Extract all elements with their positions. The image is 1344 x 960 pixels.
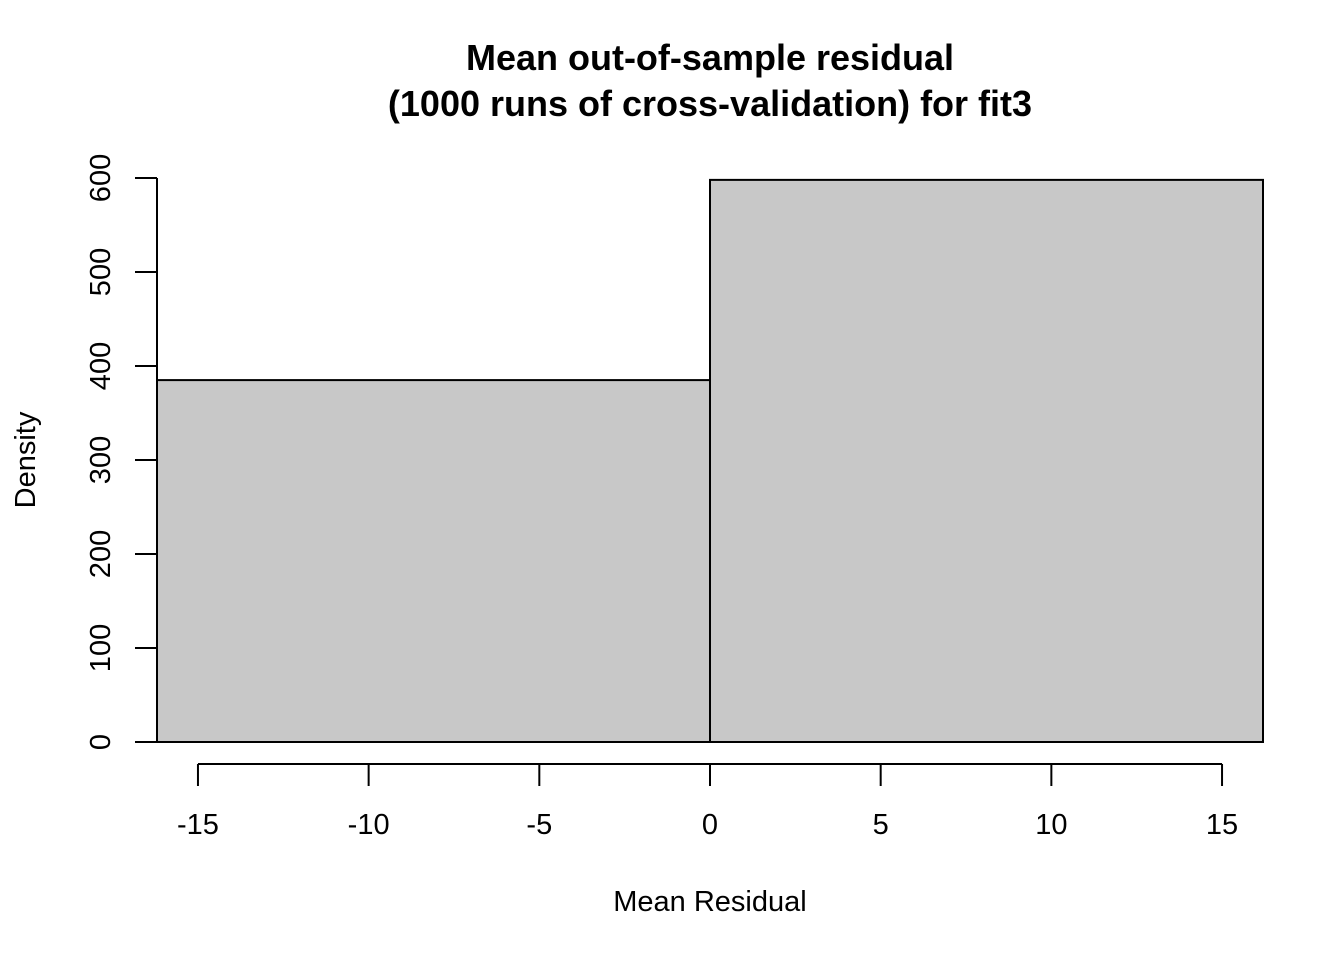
chart-title-line2: (1000 runs of cross-validation) for fit3 [388,83,1032,124]
y-tick-label: 100 [85,624,117,672]
x-axis-label: Mean Residual [613,886,806,918]
histogram-bar-0 [156,379,711,743]
x-tick-label: -10 [348,809,390,841]
histogram-bars [156,178,1264,743]
y-tick-label: 400 [85,342,117,390]
y-tick-label: 500 [85,248,117,296]
x-tick-label: 15 [1206,809,1238,841]
y-tick-label: 600 [85,154,117,202]
x-tick-label: 5 [873,809,889,841]
y-axis: 0 100 200 300 400 500 600 [85,154,158,750]
x-tick-label: -5 [526,809,552,841]
chart-title-line1: Mean out-of-sample residual [466,37,954,78]
x-axis: -15 -10 -5 0 5 10 15 [177,763,1238,841]
x-tick-label: 0 [702,809,718,841]
y-tick-label: 200 [85,530,117,578]
histogram-bar-1 [709,178,1264,743]
y-tick-label: 0 [85,734,117,750]
x-tick-label: 10 [1035,809,1067,841]
y-tick-label: 300 [85,436,117,484]
y-axis-label: Density [10,411,42,508]
x-tick-label: -15 [177,809,219,841]
